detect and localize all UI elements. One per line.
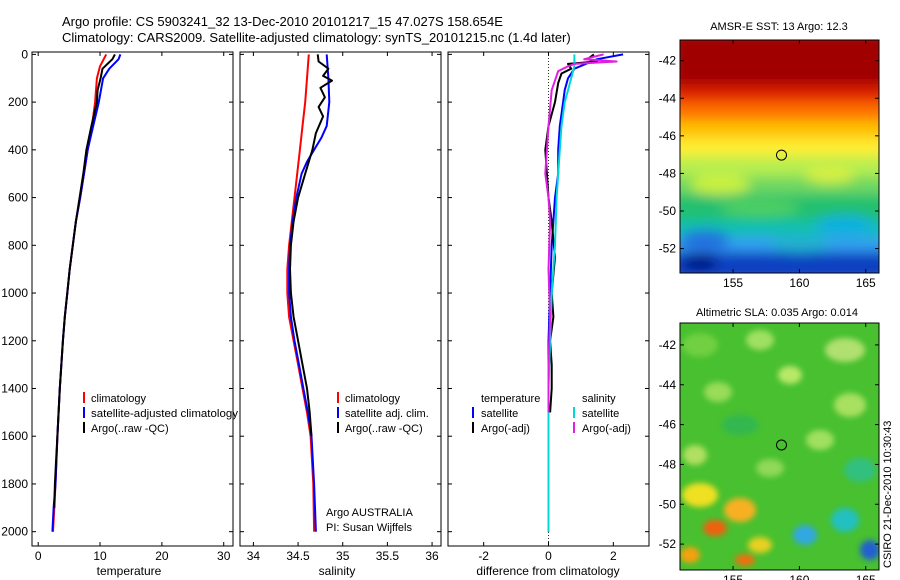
map-y-tick-label: -44 [659,378,677,392]
x-tick-label: 0 [35,549,42,563]
legend-label-argo: Argo(..raw -QC) [91,423,169,435]
legend-label-satellite-adj: satellite adj. clim. [345,408,429,420]
map-y-tick-label: -48 [659,166,677,180]
salinity-series [286,54,333,532]
map-x-tick-label: 155 [723,573,743,580]
map-y-tick-label: -52 [659,242,677,256]
series-line-argo-raw-qc- [289,54,333,437]
x-tick-label: 20 [155,549,169,563]
salinity-plot-frame [239,51,442,547]
salinity-legend: climatology satellite adj. clim. Argo(..… [326,392,429,534]
legend-label-climatology: climatology [91,393,147,405]
legend-heading-temperature: temperature [481,393,540,405]
legend-label-argo: Argo(..raw -QC) [345,423,423,435]
legend-label-temp-satellite: satellite [481,408,518,420]
legend-heading-salinity: salinity [582,393,616,405]
sst-argo-marker [776,149,787,161]
sla-map-ticks: 155 160 165 -42 -44 -46 -48 -50 -52 [659,323,879,580]
series-line-salinity-argo-adj- [544,53,618,413]
difference-axis-ticks: -2 0 2 [448,52,649,563]
map-x-tick-label: 160 [789,276,809,290]
y-tick-label: 1800 [1,477,28,491]
difference-legend: temperature satellite Argo(-adj) salinit… [472,393,631,435]
map-y-tick-label: -50 [659,204,677,218]
temperature-axis-ticks: 0 10 20 30 0 200 400 600 800 1000 1200 1400 1600 1800… [1,47,233,563]
map-y-tick-label: -48 [659,457,677,471]
map-x-tick-label: 165 [856,276,876,290]
credit-label: CSIRO 21-Dec-2010 10:30:43 [882,421,894,568]
temperature-xlabel: temperature [97,564,162,578]
map-y-tick-label: -52 [659,537,677,551]
map-y-tick-label: -50 [659,497,677,511]
map-x-tick-label: 165 [856,573,876,580]
salinity-xlabel: salinity [319,564,356,578]
y-tick-label: 2000 [1,525,28,539]
x-tick-label: 2 [610,549,617,563]
sst-map-frame [679,39,880,274]
y-tick-label: 1600 [1,429,28,443]
map-y-tick-label: -46 [659,129,677,143]
header-line-2: Climatology: CARS2009. Satellite-adjuste… [62,30,571,45]
legend-label-sal-satellite: satellite [582,408,619,420]
x-tick-label: 30 [217,549,231,563]
difference-xlabel: difference from climatology [476,564,619,578]
sst-heatmap [680,40,879,273]
salinity-axis-ticks: 34 34.5 35 35.5 36 [240,52,441,563]
y-tick-label: 600 [8,191,28,205]
y-tick-label: 800 [8,238,28,252]
y-tick-label: 1400 [1,381,28,395]
sla-map-frame [679,322,880,571]
legend-label-satellite-adjusted: satellite-adjusted climatology [91,408,239,420]
y-tick-label: 1200 [1,334,28,348]
legend-label-temp-argo: Argo(-adj) [481,423,530,435]
y-tick-label: 200 [8,95,28,109]
sla-heatmap [680,323,879,570]
temperature-series [51,53,122,532]
legend-label-climatology: climatology [345,393,401,405]
series-line-argo-raw-qc- [53,53,116,508]
float-country-label: Argo AUSTRALIA [326,507,413,519]
x-tick-label: 34.5 [286,549,310,563]
map-y-tick-label: -44 [659,91,677,105]
x-tick-label: 35 [336,549,350,563]
sla-map-title: Altimetric SLA: 0.035 Argo: 0.014 [696,307,858,319]
y-tick-label: 400 [8,143,28,157]
difference-series [544,53,624,532]
y-tick-label: 0 [21,47,28,61]
pi-label: PI: Susan Wijffels [326,522,412,534]
map-y-tick-label: -42 [659,338,677,352]
x-tick-label: 10 [93,549,107,563]
x-tick-label: 34 [247,549,261,563]
map-y-tick-label: -42 [659,54,677,68]
header-line-1: Argo profile: CS 5903241_32 13-Dec-2010 … [62,14,503,29]
x-tick-label: -2 [478,549,489,563]
map-x-tick-label: 155 [723,276,743,290]
sla-argo-marker [776,439,787,451]
y-tick-label: 1000 [1,286,28,300]
x-tick-label: 35.5 [376,549,400,563]
temperature-plot-frame [31,51,234,547]
sst-map-title: AMSR-E SST: 13 Argo: 12.3 [710,21,848,33]
x-tick-label: 0 [545,549,552,563]
legend-label-sal-argo: Argo(-adj) [582,423,631,435]
map-x-tick-label: 160 [789,573,809,580]
x-tick-label: 36 [425,549,439,563]
temperature-legend: climatology satellite-adjusted climatolo… [83,392,239,435]
map-y-tick-label: -46 [659,418,677,432]
sst-map-ticks: 155 160 165 -42 -44 -46 -48 -50 -52 [659,40,879,290]
